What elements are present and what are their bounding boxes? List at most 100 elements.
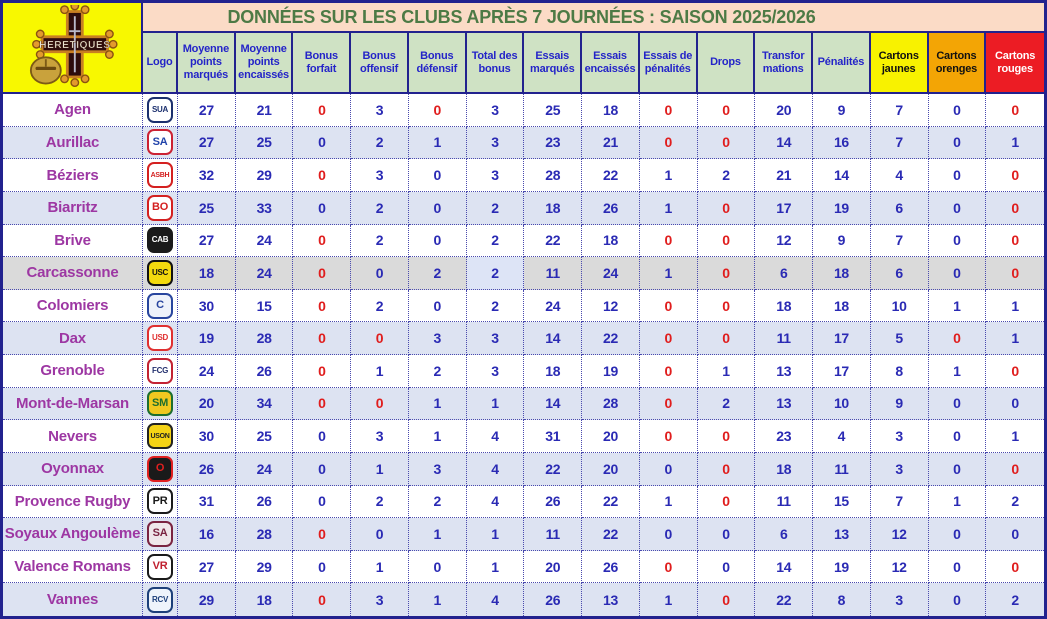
stat-cell-bonus-forfait: 0 (293, 191, 352, 225)
stat-cell-moyenne-points-encaisses: 26 (235, 485, 294, 519)
stat-cell-bonus-defensif: 0 (408, 159, 467, 192)
stat-cell-total-des-bonus: 3 (466, 126, 525, 160)
stat-cell-total-des-bonus: 4 (466, 583, 525, 616)
stat-cell-transformations: 13 (755, 355, 814, 388)
stat-cell-bonus-offensif: 1 (351, 452, 409, 486)
stat-cell-essais-marques: 11 (524, 518, 583, 551)
stat-cell-bonus-defensif: 2 (408, 355, 467, 388)
club-logo-cell: SA (143, 126, 178, 160)
stat-cell-essais-encaisses: 22 (582, 159, 640, 192)
stat-cell-transformations: 11 (755, 485, 814, 519)
stat-cell-penalites: 9 (813, 94, 871, 127)
club-logo-cell: C (143, 289, 178, 323)
stat-cell-cartons-rouges: 0 (986, 159, 1044, 192)
club-logo-dax-icon: USD (147, 325, 173, 352)
stat-cell-cartons-jaunes: 7 (870, 485, 929, 519)
club-name: Béziers (3, 159, 143, 192)
stat-cell-bonus-offensif: 1 (351, 355, 409, 388)
stat-cell-moyenne-points-encaisses: 33 (235, 191, 294, 225)
stat-cell-bonus-defensif: 3 (408, 452, 467, 486)
club-name: Provence Rugby (3, 485, 143, 519)
stat-cell-bonus-forfait: 0 (293, 420, 352, 453)
stat-cell-essais-marques: 11 (524, 257, 583, 290)
stat-cell-moyenne-points-encaisses: 28 (235, 322, 294, 355)
stat-cell-essais-encaisses: 19 (582, 355, 640, 388)
stat-cell-moyenne-points-marques: 27 (178, 224, 236, 258)
stat-cell-essais-de-penalites: 0 (639, 518, 698, 551)
stat-cell-moyenne-points-marques: 16 (178, 518, 236, 551)
stat-cell-bonus-offensif: 2 (351, 224, 409, 258)
stat-cell-essais-encaisses: 22 (582, 485, 640, 519)
stat-cell-essais-encaisses: 26 (582, 191, 640, 225)
column-header-total-des-bonus: Total des bonus (466, 33, 525, 94)
stat-cell-penalites: 18 (813, 257, 871, 290)
column-header-cartons-orenges: Cartons orenges (928, 33, 987, 94)
stat-cell-cartons-rouges: 0 (986, 224, 1044, 258)
stat-cell-drops: 0 (697, 289, 756, 323)
stat-cell-essais-encaisses: 21 (582, 126, 640, 160)
stat-cell-transformations: 6 (755, 518, 814, 551)
stat-cell-moyenne-points-marques: 19 (178, 322, 236, 355)
stat-cell-essais-encaisses: 22 (582, 322, 640, 355)
stat-cell-bonus-defensif: 0 (408, 94, 467, 127)
stat-cell-drops: 0 (697, 94, 756, 127)
stat-cell-total-des-bonus: 1 (466, 387, 525, 421)
stat-cell-transformations: 18 (755, 452, 814, 486)
stat-cell-penalites: 17 (813, 355, 871, 388)
club-name: Aurillac (3, 126, 143, 160)
stat-cell-essais-encaisses: 26 (582, 550, 640, 584)
club-logo-cell: CAB (143, 224, 178, 258)
stat-cell-total-des-bonus: 3 (466, 159, 525, 192)
stat-cell-total-des-bonus: 2 (466, 257, 525, 290)
stat-cell-cartons-orenges: 0 (928, 257, 987, 290)
club-logo-oyonnax-icon: O (147, 455, 173, 482)
stat-cell-cartons-rouges: 1 (986, 420, 1044, 453)
stat-cell-bonus-forfait: 0 (293, 387, 352, 421)
stat-cell-bonus-defensif: 0 (408, 289, 467, 323)
stat-cell-essais-de-penalites: 1 (639, 159, 698, 192)
stat-cell-transformations: 14 (755, 126, 814, 160)
stat-cell-essais-de-penalites: 1 (639, 257, 698, 290)
club-logo-soyaux-angouleme-icon: SA (147, 520, 173, 547)
stat-cell-cartons-rouges: 1 (986, 289, 1044, 323)
stat-cell-moyenne-points-encaisses: 18 (235, 583, 294, 616)
stat-cell-cartons-jaunes: 10 (870, 289, 929, 323)
stat-cell-bonus-offensif: 3 (351, 159, 409, 192)
stat-cell-drops: 0 (697, 420, 756, 453)
stat-cell-bonus-offensif: 2 (351, 126, 409, 160)
stat-cell-essais-marques: 23 (524, 126, 583, 160)
stat-cell-bonus-forfait: 0 (293, 126, 352, 160)
club-logo-colomiers-icon: C (147, 292, 173, 319)
stat-cell-moyenne-points-encaisses: 25 (235, 420, 294, 453)
stat-cell-bonus-offensif: 2 (351, 289, 409, 323)
stat-cell-drops: 0 (697, 191, 756, 225)
stat-cell-essais-de-penalites: 1 (639, 485, 698, 519)
club-logo-cell: USD (143, 322, 178, 355)
occitan-cross-icon: HERETIQUES (29, 4, 118, 87)
stat-cell-bonus-defensif: 1 (408, 126, 467, 160)
stat-cell-transformations: 17 (755, 191, 814, 225)
club-logo-cell: USON (143, 420, 178, 453)
stat-cell-penalites: 4 (813, 420, 871, 453)
stat-cell-cartons-jaunes: 3 (870, 420, 929, 453)
stat-cell-essais-de-penalites: 0 (639, 387, 698, 421)
column-header-moyenne-points-marques: Moyenne points marqués (178, 33, 236, 94)
stat-cell-cartons-jaunes: 8 (870, 355, 929, 388)
club-logo-agen-icon: SUA (147, 96, 173, 123)
stat-cell-moyenne-points-marques: 20 (178, 387, 236, 421)
stat-cell-cartons-rouges: 2 (986, 485, 1044, 519)
stat-cell-drops: 0 (697, 452, 756, 486)
stat-cell-cartons-orenges: 0 (928, 94, 987, 127)
hereticques-logo: HERETIQUES (3, 3, 143, 94)
stat-cell-penalites: 9 (813, 224, 871, 258)
stat-cell-cartons-jaunes: 6 (870, 191, 929, 225)
stat-cell-cartons-rouges: 1 (986, 322, 1044, 355)
club-logo-cell: O (143, 452, 178, 486)
stat-cell-essais-de-penalites: 1 (639, 583, 698, 616)
stat-cell-moyenne-points-marques: 24 (178, 355, 236, 388)
stat-cell-drops: 1 (697, 355, 756, 388)
club-logo-cell: SUA (143, 94, 178, 127)
stat-cell-transformations: 20 (755, 94, 814, 127)
column-header-logo: Logo (143, 33, 178, 94)
stat-cell-cartons-jaunes: 4 (870, 159, 929, 192)
